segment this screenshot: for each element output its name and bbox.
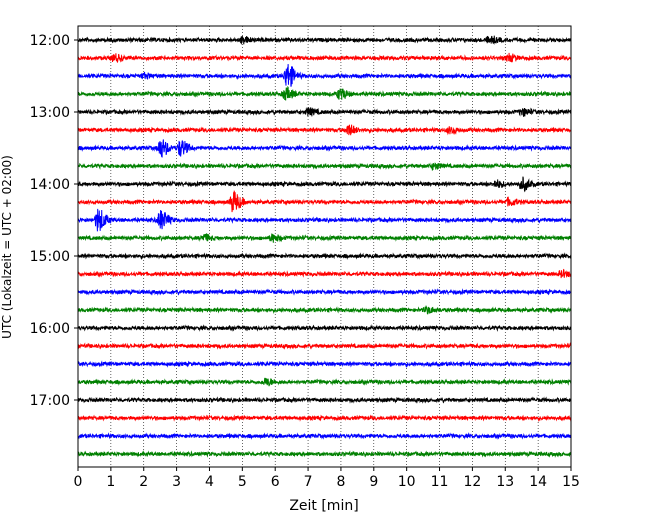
trace-1515 — [77, 268, 572, 279]
trace-1545 — [77, 304, 572, 315]
x-tick-label: 14 — [529, 474, 547, 490]
trace-1315 — [77, 124, 572, 136]
x-tick-label: 13 — [496, 474, 514, 490]
x-tick-label: 11 — [431, 474, 449, 490]
x-axis: 0 1 2 3 4 5 6 7 8 9 10 11 12 13 14 15 — [74, 467, 580, 490]
trace-1200 — [77, 35, 572, 46]
trace-1415 — [77, 190, 572, 213]
trace-1745 — [77, 450, 572, 458]
y-tick-label: 17:00 — [30, 393, 70, 409]
trace-1715 — [77, 414, 572, 422]
trace-1445 — [77, 233, 572, 243]
x-tick-label: 4 — [205, 474, 214, 490]
trace-1330 — [77, 139, 572, 158]
trace-1430 — [77, 208, 572, 232]
y-tick-label: 16:00 — [30, 321, 70, 337]
y-axis-label: UTC (Lokalzeit = UTC + 02:00) — [0, 155, 14, 339]
x-tick-label: 5 — [238, 474, 247, 490]
trace-1730 — [77, 432, 572, 440]
x-tick-label: 0 — [74, 474, 83, 490]
y-tick-label: 15:00 — [30, 249, 70, 265]
x-tick-label: 2 — [139, 474, 148, 490]
y-tick-label: 13:00 — [30, 105, 70, 121]
x-tick-label: 1 — [106, 474, 115, 490]
trace-1600 — [77, 324, 572, 332]
trace-1230 — [77, 64, 572, 87]
y-tick-label: 12:00 — [30, 33, 70, 49]
trace-1400 — [77, 176, 572, 193]
trace-1300 — [77, 106, 572, 117]
x-tick-label: 9 — [369, 474, 378, 490]
x-tick-label: 7 — [304, 474, 313, 490]
trace-1215 — [77, 52, 572, 63]
x-tick-label: 6 — [271, 474, 280, 490]
trace-1245 — [77, 85, 572, 101]
plot-frame — [77, 25, 572, 468]
trace-1615 — [77, 342, 572, 350]
trace-1645 — [77, 377, 572, 387]
x-tick-label: 12 — [463, 474, 481, 490]
trace-1630 — [77, 360, 572, 368]
x-axis-label: Zeit [min] — [289, 498, 358, 514]
trace-group — [77, 35, 572, 458]
trace-1530 — [77, 288, 572, 296]
x-tick-label: 15 — [562, 474, 580, 490]
x-tick-label: 8 — [336, 474, 345, 490]
trace-1700 — [77, 396, 572, 404]
trace-1500 — [77, 252, 572, 261]
trace-1345 — [77, 162, 572, 171]
y-tick-label: 14:00 — [30, 177, 70, 193]
x-tick-label: 10 — [398, 474, 416, 490]
x-tick-label: 3 — [172, 474, 181, 490]
y-axis: 12:00 13:00 14:00 15:00 16:00 17:00 — [30, 33, 78, 409]
